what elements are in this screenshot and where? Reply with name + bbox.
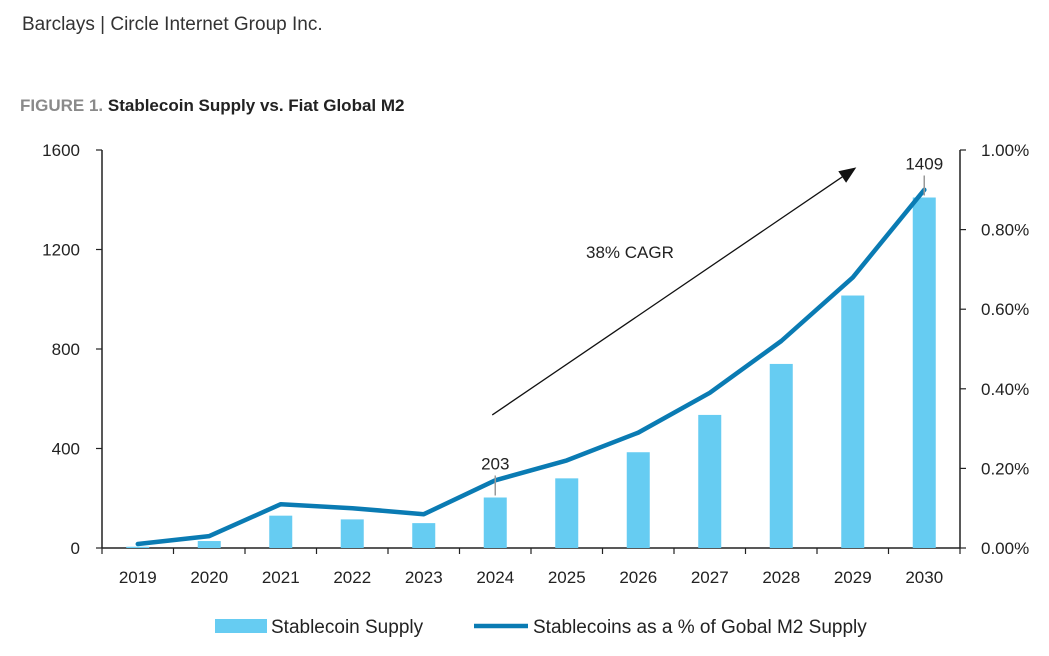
x-tick-label: 2023 [405,568,443,587]
left-tick-label: 800 [52,340,80,359]
figure-number: FIGURE 1. [20,96,104,115]
bar-2026 [626,452,650,548]
cagr-arrow-head [838,167,857,183]
left-tick-label: 1200 [42,241,80,260]
right-tick-label: 0.20% [981,459,1029,478]
right-tick-label: 0.00% [981,539,1029,558]
figure-title-text: Stablecoin Supply vs. Fiat Global M2 [107,96,405,115]
x-tick-label: 2022 [333,568,371,587]
x-tick-label: 2028 [762,568,800,587]
legend-label-bar: Stablecoin Supply [271,617,424,638]
line-layer [135,187,927,547]
left-tick-label: 400 [52,440,80,459]
axes-layer: 0 400 800 1200 1600 0.00% 0.20% 0.40% 0.60% 0.80%… [42,141,1029,587]
cagr-annotation: 38% CAGR [586,243,674,262]
data-label-2024: 203 [481,455,509,474]
x-tick-label: 2025 [548,568,586,587]
right-tick-label: 0.60% [981,300,1029,319]
labels-layer: 203 1409 38% CAGR [481,155,943,496]
right-tick-label: 0.80% [981,221,1029,240]
bars-layer [126,197,936,549]
figure-title: FIGURE 1. Stablecoin Supply vs. Fiat Glo… [20,96,404,116]
data-label-2030: 1409 [905,155,943,174]
x-tick-label: 2021 [262,568,300,587]
x-tick-label: 2026 [619,568,657,587]
legend: Stablecoin Supply Stablecoins as a % of G… [215,617,867,638]
bar-2020 [197,541,221,548]
bar-2019 [126,546,150,548]
bar-2028 [769,363,793,548]
x-tick-label: 2020 [190,568,228,587]
bar-2021 [269,515,293,548]
x-tick-label: 2030 [905,568,943,587]
left-tick-label: 0 [71,539,80,558]
x-tick-label: 2029 [834,568,872,587]
bar-2025 [555,478,579,548]
x-tick-label: 2024 [476,568,514,587]
legend-swatch-bar [215,619,267,633]
source-line: Barclays | Circle Internet Group Inc. [22,14,323,35]
right-tick-label: 1.00% [981,141,1029,160]
right-tick-label: 0.40% [981,380,1029,399]
cagr-arrow-shaft [491,176,843,416]
x-tick-label: 2027 [691,568,729,587]
bar-2027 [698,414,722,548]
left-tick-label: 1600 [42,141,80,160]
x-tick-label: 2019 [119,568,157,587]
series-line-m2-share [135,187,927,547]
bar-2030 [912,197,936,549]
legend-label-line: Stablecoins as a % of Gobal M2 Supply [533,617,867,638]
bar-2022 [340,519,364,548]
bar-2023 [412,523,436,548]
bar-2029 [841,295,865,548]
bar-2024 [483,497,507,548]
